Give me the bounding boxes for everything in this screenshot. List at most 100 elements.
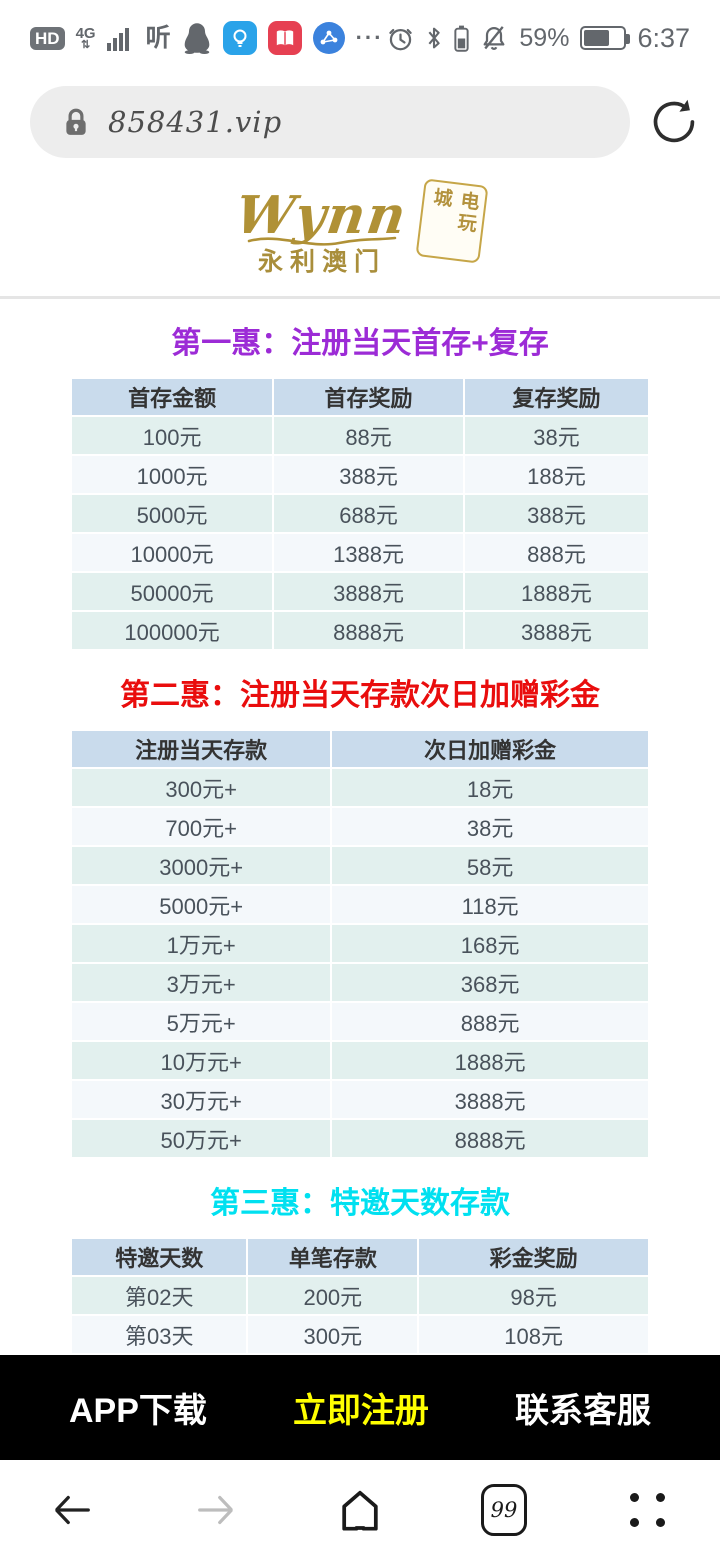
table-cell: 388元 <box>274 456 463 493</box>
promo-content: 第一惠：注册当天首存+复存 首存金额 首存奖励 复存奖励 100元 88元 38元 1000… <box>0 325 720 1355</box>
battery-icon <box>580 26 631 50</box>
table-cell: 88元 <box>274 417 463 454</box>
promo-section-first-deposit: 第一惠：注册当天首存+复存 首存金额 首存奖励 复存奖励 100元 88元 38元 1000… <box>70 325 650 651</box>
mute-bell-icon <box>483 26 505 50</box>
section-title: 第三惠：特邀天数存款 <box>210 1187 510 1220</box>
url-text: 858431.vip <box>108 105 283 139</box>
battery-percent: 59% <box>519 23 570 52</box>
promo-section-invited-days: 第三惠：特邀天数存款 特邀天数 单笔存款 彩金奖励 第02天 200元 98元 第03天 30… <box>70 1185 650 1355</box>
status-time: 6:37 <box>637 22 690 53</box>
table-cell: 8888元 <box>332 1120 648 1157</box>
table-row: 3000元+ 58元 <box>72 847 648 884</box>
menu-button[interactable] <box>608 1470 688 1550</box>
promo-table: 注册当天存款 次日加赠彩金 300元+ 18元 700元+ 38元 3000元+ 58元 500… <box>70 729 650 1159</box>
forward-button[interactable] <box>176 1470 256 1550</box>
logo-swash <box>247 236 397 246</box>
table-header-row: 特邀天数 单笔存款 彩金奖励 <box>72 1239 648 1275</box>
back-button[interactable] <box>32 1470 112 1550</box>
table-row: 5万元+ 888元 <box>72 1003 648 1040</box>
table-cell: 388元 <box>464 495 648 532</box>
alarm-icon <box>389 28 413 50</box>
table-cell: 10万元+ <box>72 1042 331 1079</box>
site-logo: Wynn 永利澳门 电玩城 <box>0 178 720 278</box>
table-header-row: 首存金额 首存奖励 复存奖励 <box>72 379 648 415</box>
promo-table: 首存金额 首存奖励 复存奖励 100元 88元 38元 1000元 388元 188元 5000元… <box>70 377 650 651</box>
table-row: 50万元+ 8888元 <box>72 1120 648 1157</box>
signal-bars-icon <box>106 28 129 51</box>
table-cell: 688元 <box>274 495 463 532</box>
table-cell: 5000元+ <box>72 886 331 923</box>
section-title: 第一惠：注册当天首存+复存 <box>171 327 549 360</box>
table-cell: 300元 <box>248 1316 418 1353</box>
table-row: 5000元+ 118元 <box>72 886 648 923</box>
table-row: 30万元+ 3888元 <box>72 1081 648 1118</box>
table-row: 10000元 1388元 888元 <box>72 534 648 571</box>
table-cell: 30万元+ <box>72 1081 331 1118</box>
qq-penguin-icon <box>184 23 209 54</box>
promo-table: 特邀天数 单笔存款 彩金奖励 第02天 200元 98元 第03天 300元 108元 <box>70 1237 650 1355</box>
url-bar-row: 858431.vip <box>30 84 702 160</box>
hd-badge-icon: HD <box>30 26 65 50</box>
table-row: 1000元 388元 188元 <box>72 456 648 493</box>
table-header-row: 注册当天存款 次日加赠彩金 <box>72 731 648 767</box>
listen-app-icon: 听 <box>145 23 171 52</box>
book-app-icon <box>267 21 302 55</box>
tabs-button[interactable]: 99 <box>464 1470 544 1550</box>
table-cell: 888元 <box>464 534 648 571</box>
logo-script-text: Wynn <box>232 184 412 246</box>
column-header: 首存金额 <box>72 379 273 415</box>
table-cell: 3万元+ <box>72 964 331 1001</box>
table-row: 300元+ 18元 <box>72 769 648 806</box>
column-header: 次日加赠彩金 <box>332 731 648 767</box>
table-cell: 50000元 <box>72 573 273 610</box>
table-cell: 98元 <box>419 1277 648 1314</box>
register-now-button[interactable]: 立即注册 <box>292 1392 429 1430</box>
table-cell: 38元 <box>332 808 648 845</box>
table-cell: 100元 <box>72 417 273 454</box>
column-header: 彩金奖励 <box>419 1239 648 1275</box>
table-cell: 1888元 <box>332 1042 648 1079</box>
table-cell: 58元 <box>332 847 648 884</box>
logo-brand-name: 永利澳门 <box>257 248 386 276</box>
device-battery-icon <box>454 25 470 52</box>
table-cell: 188元 <box>464 456 648 493</box>
column-header: 首存奖励 <box>274 379 463 415</box>
refresh-button[interactable] <box>646 94 702 150</box>
table-cell: 1000元 <box>72 456 273 493</box>
table-cell: 700元+ <box>72 808 331 845</box>
contact-support-button[interactable]: 联系客服 <box>514 1392 651 1430</box>
table-cell: 3888元 <box>464 612 648 649</box>
tab-count-badge: 99 <box>481 1484 527 1536</box>
bulb-app-icon <box>222 21 257 55</box>
menu-dots-icon <box>630 1493 666 1527</box>
header-divider <box>0 296 720 299</box>
table-cell: 888元 <box>332 1003 648 1040</box>
table-cell: 3000元+ <box>72 847 331 884</box>
table-cell: 3888元 <box>274 573 463 610</box>
table-cell: 3888元 <box>332 1081 648 1118</box>
column-header: 复存奖励 <box>464 379 648 415</box>
table-row: 50000元 3888元 1888元 <box>72 573 648 610</box>
app-download-button[interactable]: APP下载 <box>69 1392 207 1430</box>
bottom-action-bar: APP下载 立即注册 联系客服 <box>0 1355 720 1460</box>
table-cell: 38元 <box>464 417 648 454</box>
table-row: 700元+ 38元 <box>72 808 648 845</box>
promo-section-next-day-bonus: 第二惠：注册当天存款次日加赠彩金 注册当天存款 次日加赠彩金 300元+ 18元 700… <box>70 677 650 1159</box>
table-cell: 108元 <box>419 1316 648 1353</box>
table-cell: 200元 <box>248 1277 418 1314</box>
table-cell: 368元 <box>332 964 648 1001</box>
table-cell: 5万元+ <box>72 1003 331 1040</box>
network-4g-icon: 4G ⇅ <box>75 24 96 51</box>
home-button[interactable] <box>320 1470 400 1550</box>
table-row: 第03天 300元 108元 <box>72 1316 648 1353</box>
table-cell: 8888元 <box>274 612 463 649</box>
table-cell: 18元 <box>332 769 648 806</box>
url-bar[interactable]: 858431.vip <box>30 86 630 158</box>
status-bar: HD 4G ⇅ 听 <box>0 0 720 76</box>
section-title: 第二惠：注册当天存款次日加赠彩金 <box>120 679 600 712</box>
table-row: 100元 88元 38元 <box>72 417 648 454</box>
table-cell: 1388元 <box>274 534 463 571</box>
browser-nav-bar: 99 <box>0 1460 720 1560</box>
globe-share-app-icon <box>312 22 345 54</box>
table-cell: 300元+ <box>72 769 331 806</box>
